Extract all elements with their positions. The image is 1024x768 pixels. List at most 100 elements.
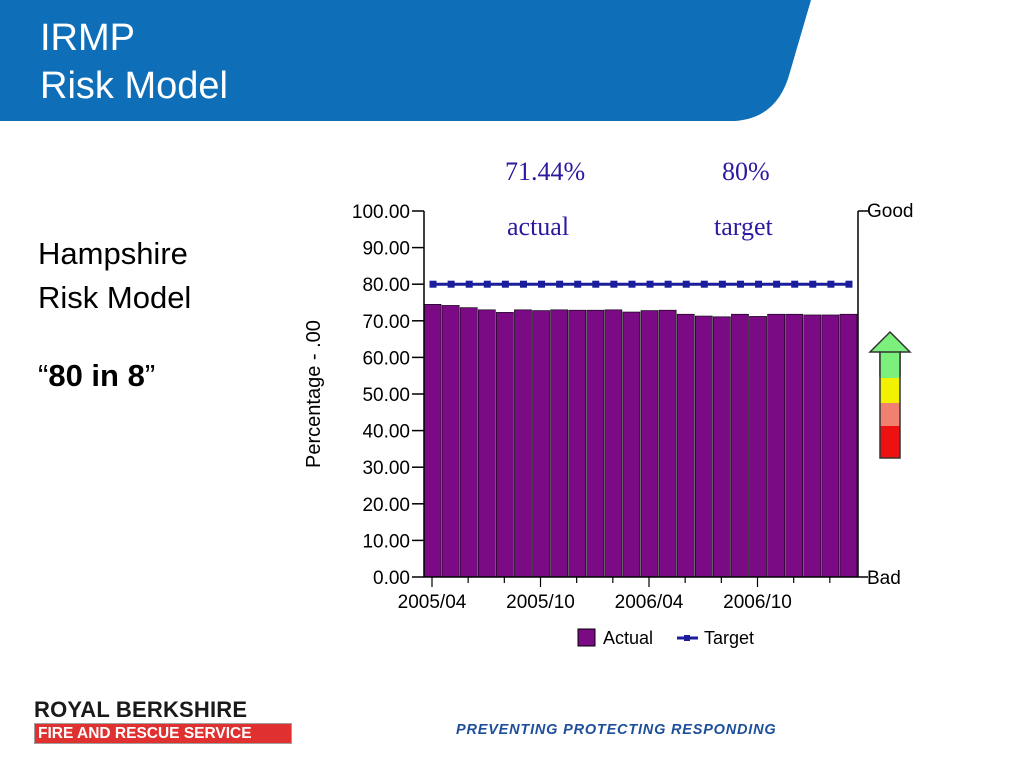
y-tick-label: 80.00 (362, 275, 410, 296)
target-point (700, 280, 708, 288)
y-tick-label: 10.00 (362, 531, 410, 552)
left-text-line-1: Hampshire (38, 236, 188, 271)
bar-actual (731, 313, 749, 578)
arrow-pink-band (880, 403, 900, 426)
header-shape (0, 0, 811, 121)
quote-close: ” (144, 358, 156, 393)
target-percentage: 80% (722, 157, 770, 186)
tagline: PREVENTING PROTECTING RESPONDING (456, 722, 777, 738)
target-point (519, 280, 527, 288)
bar-actual (622, 311, 641, 578)
logo-bottom-text: FIRE AND RESCUE SERVICE (34, 723, 292, 744)
target-point (682, 280, 690, 288)
bar-actual (767, 313, 785, 578)
target-point (773, 280, 781, 288)
logo-top-text: ROYAL BERKSHIRE (34, 697, 248, 722)
bar-actual (713, 316, 731, 578)
x-tick-label: 2006/10 (723, 592, 792, 613)
arrow-shaft-outline (879, 351, 901, 459)
target-point (755, 280, 763, 288)
slogan-text: 80 in 8 (48, 358, 145, 393)
arrow-green-band (880, 352, 900, 378)
target-label: target (714, 212, 773, 241)
y-tick-label: 70.00 (362, 312, 410, 333)
rating-arrow-icon (868, 330, 912, 459)
bar-actual (821, 314, 840, 578)
left-text-block: Hampshire Risk Model “80 in 8” (38, 232, 191, 394)
bar-actual (604, 309, 623, 578)
target-point (664, 280, 672, 288)
target-point (574, 280, 582, 288)
legend-actual-swatch (577, 628, 596, 647)
target-point (791, 280, 799, 288)
bar-actual (496, 312, 514, 578)
bar-actual (658, 309, 677, 578)
y-tick-label: 0.00 (373, 568, 410, 589)
target-point (646, 280, 654, 288)
slogan: “80 in 8” (38, 358, 191, 394)
good-label: Good (867, 201, 913, 222)
bar-actual (785, 313, 804, 578)
target-point (809, 280, 817, 288)
target-point (556, 280, 564, 288)
y-axis-ticks: 100.00 90.00 80.00 70.00 60.00 50.00 40.00 30.0… (352, 202, 424, 589)
x-tick-label: 2005/10 (506, 592, 575, 613)
target-point (592, 280, 600, 288)
bar-actual (568, 309, 587, 578)
bad-label: Bad (867, 568, 901, 589)
y-tick-label: 50.00 (362, 385, 410, 406)
bar-actual (532, 310, 550, 578)
y-axis-label: Percentage - .00 (303, 320, 325, 468)
target-line-group (429, 280, 853, 288)
target-point (429, 280, 437, 288)
y-tick-label: 30.00 (362, 458, 410, 479)
target-point (483, 280, 491, 288)
target-point (736, 280, 744, 288)
target-point (827, 280, 835, 288)
arrow-yellow-band (880, 378, 900, 403)
bar-actual (694, 315, 713, 578)
bar-actual (459, 307, 478, 578)
y-tick-label: 20.00 (362, 495, 410, 516)
left-text-line-2: Risk Model (38, 280, 192, 315)
x-axis-ticks: 2005/04 2005/10 2006/04 2006/10 (398, 577, 831, 613)
target-point (501, 280, 509, 288)
target-point (465, 280, 473, 288)
bar-actual (676, 313, 695, 578)
y-tick-label: 100.00 (352, 202, 410, 223)
target-point (718, 280, 726, 288)
target-point (538, 280, 546, 288)
legend-target-marker (684, 635, 690, 641)
actual-label: actual (507, 212, 570, 241)
legend-actual-label: Actual (603, 628, 653, 648)
x-tick-label: 2006/04 (615, 592, 684, 613)
bar-actual (514, 309, 532, 578)
chart-legend: Actual Target (577, 628, 754, 648)
title-line-1: IRMP (40, 17, 135, 59)
header-band (0, 0, 811, 121)
royal-berkshire-logo: ROYAL BERKSHIRE FIRE AND RESCUE SERVICE (34, 698, 292, 744)
bar-actual (441, 305, 460, 578)
bar-actual (839, 313, 858, 578)
bar-actual (586, 309, 605, 578)
bar-actual (423, 304, 442, 578)
arrow-red-band (880, 426, 900, 458)
slide-title: IRMP Risk Model (40, 14, 228, 110)
bar-chart: 100.00 90.00 80.00 70.00 60.00 50.00 40.00 30.0… (303, 201, 913, 648)
x-tick-label: 2005/04 (398, 592, 467, 613)
target-point (447, 280, 455, 288)
y-tick-label: 60.00 (362, 348, 410, 369)
y-tick-label: 90.00 (362, 239, 410, 260)
bar-actual (640, 310, 659, 578)
target-point (845, 280, 853, 288)
legend-target-label: Target (704, 628, 754, 648)
target-point (610, 280, 618, 288)
bars-group (423, 304, 858, 578)
title-line-2: Risk Model (40, 65, 228, 107)
bar-actual (477, 309, 496, 578)
y-tick-label: 40.00 (362, 422, 410, 443)
bar-actual (550, 309, 568, 578)
target-point (628, 280, 636, 288)
bar-actual (803, 314, 822, 578)
actual-percentage: 71.44% (505, 157, 586, 186)
